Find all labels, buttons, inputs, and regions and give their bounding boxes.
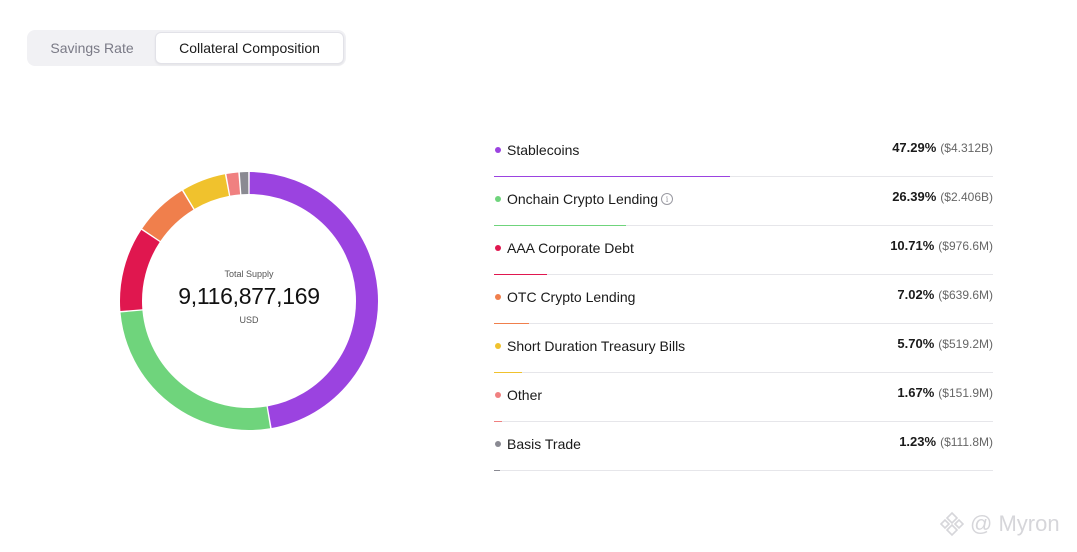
legend-values: 1.67% ($151.9M)	[897, 385, 993, 400]
legend-name: AAA Corporate Debt	[507, 240, 634, 256]
legend-row-stablecoins: Stablecoins 47.29% ($4.312B)	[494, 128, 993, 177]
legend-amount: ($111.8M)	[940, 435, 993, 449]
legend-name: Stablecoins	[507, 142, 579, 158]
legend-row-basis-trade: Basis Trade 1.23% ($111.8M)	[494, 422, 993, 471]
legend-amount: ($2.406B)	[940, 190, 993, 204]
legend-dot	[495, 392, 501, 398]
donut-center: Total Supply 9,116,877,169 USD	[110, 162, 388, 440]
legend-row-onchain-crypto-lending: Onchain Crypto Lending i 26.39% ($2.406B)	[494, 177, 993, 226]
composition-legend: Stablecoins 47.29% ($4.312B) Onchain Crypto…	[494, 128, 993, 471]
legend-name-text: Short Duration Treasury Bills	[507, 338, 686, 354]
legend-row-otc-crypto-lending: OTC Crypto Lending 7.02% ($639.6M)	[494, 275, 993, 324]
legend-share-bar	[494, 176, 730, 177]
legend-name: OTC Crypto Lending	[507, 289, 635, 305]
legend-amount: ($151.9M)	[938, 386, 993, 400]
watermark: @ Myron	[938, 510, 1060, 538]
legend-share-bar	[494, 421, 503, 422]
donut-chart: Total Supply 9,116,877,169 USD	[110, 162, 388, 440]
legend-percent: 47.29%	[892, 140, 937, 155]
legend-name-text: OTC Crypto Lending	[507, 289, 636, 305]
total-supply-label: Total Supply	[224, 269, 274, 279]
legend-row-short-duration-treasury-bills: Short Duration Treasury Bills 5.70% ($519.…	[494, 324, 993, 373]
legend-values: 7.02% ($639.6M)	[897, 287, 993, 302]
legend-dot	[495, 196, 501, 202]
total-supply-value: 9,116,877,169	[178, 283, 320, 309]
legend-name: Basis Trade	[507, 436, 581, 452]
legend-name-text: Other	[507, 387, 543, 403]
legend-name: Onchain Crypto Lending i	[507, 191, 673, 207]
legend-percent: 1.67%	[897, 385, 935, 400]
legend-amount: ($519.2M)	[938, 337, 993, 351]
legend-values: 26.39% ($2.406B)	[892, 189, 993, 204]
legend-amount: ($976.6M)	[938, 239, 993, 253]
legend-amount: ($639.6M)	[938, 288, 993, 302]
legend-name: Short Duration Treasury Bills	[507, 338, 685, 354]
binance-logo-icon	[939, 511, 965, 537]
legend-name-text: Onchain Crypto Lending	[507, 191, 658, 207]
legend-percent: 5.70%	[897, 336, 935, 351]
tab-savings-rate[interactable]: Savings Rate	[50, 40, 134, 56]
legend-dot	[495, 343, 501, 349]
legend-percent: 7.02%	[897, 287, 935, 302]
legend-dot	[495, 441, 501, 447]
donut-slice-onchain-crypto-lending[interactable]	[120, 310, 271, 430]
legend-name-text: Stablecoins	[507, 142, 580, 158]
legend-share-bar	[494, 225, 626, 226]
legend-values: 47.29% ($4.312B)	[892, 140, 993, 155]
legend-percent: 1.23%	[899, 434, 937, 449]
legend-amount: ($4.312B)	[940, 141, 993, 155]
info-icon[interactable]: i	[661, 193, 673, 205]
legend-name: Other	[507, 387, 542, 403]
legend-dot	[495, 294, 501, 300]
donut-slice-otc-crypto-lending[interactable]	[142, 190, 194, 242]
total-supply-unit: USD	[239, 315, 259, 325]
donut-slice-stablecoins[interactable]	[249, 172, 378, 428]
legend-share-bar	[494, 274, 548, 275]
legend-row-other: Other 1.67% ($151.9M)	[494, 373, 993, 422]
legend-percent: 26.39%	[892, 189, 937, 204]
legend-values: 10.71% ($976.6M)	[890, 238, 993, 253]
legend-row-aaa-corporate-debt: AAA Corporate Debt 10.71% ($976.6M)	[494, 226, 993, 275]
legend-dot	[495, 147, 501, 153]
view-tabs: Savings Rate Collateral Composition	[27, 30, 346, 66]
donut-slice-short-duration-treasury-bills[interactable]	[183, 174, 230, 210]
legend-dot	[495, 245, 501, 251]
donut-slice-other[interactable]	[226, 172, 241, 196]
donut-slice-aaa-corporate-debt[interactable]	[120, 229, 160, 311]
legend-name-text: Basis Trade	[507, 436, 581, 452]
tab-collateral-composition[interactable]: Collateral Composition	[155, 32, 344, 64]
watermark-text: @ Myron	[970, 511, 1060, 536]
legend-values: 1.23% ($111.8M)	[899, 434, 993, 449]
legend-share-bar	[494, 372, 523, 373]
legend-percent: 10.71%	[890, 238, 935, 253]
legend-name-text: AAA Corporate Debt	[507, 240, 634, 256]
legend-share-bar	[494, 470, 501, 471]
legend-share-bar	[494, 323, 530, 324]
legend-values: 5.70% ($519.2M)	[897, 336, 993, 351]
donut-svg	[120, 172, 378, 430]
